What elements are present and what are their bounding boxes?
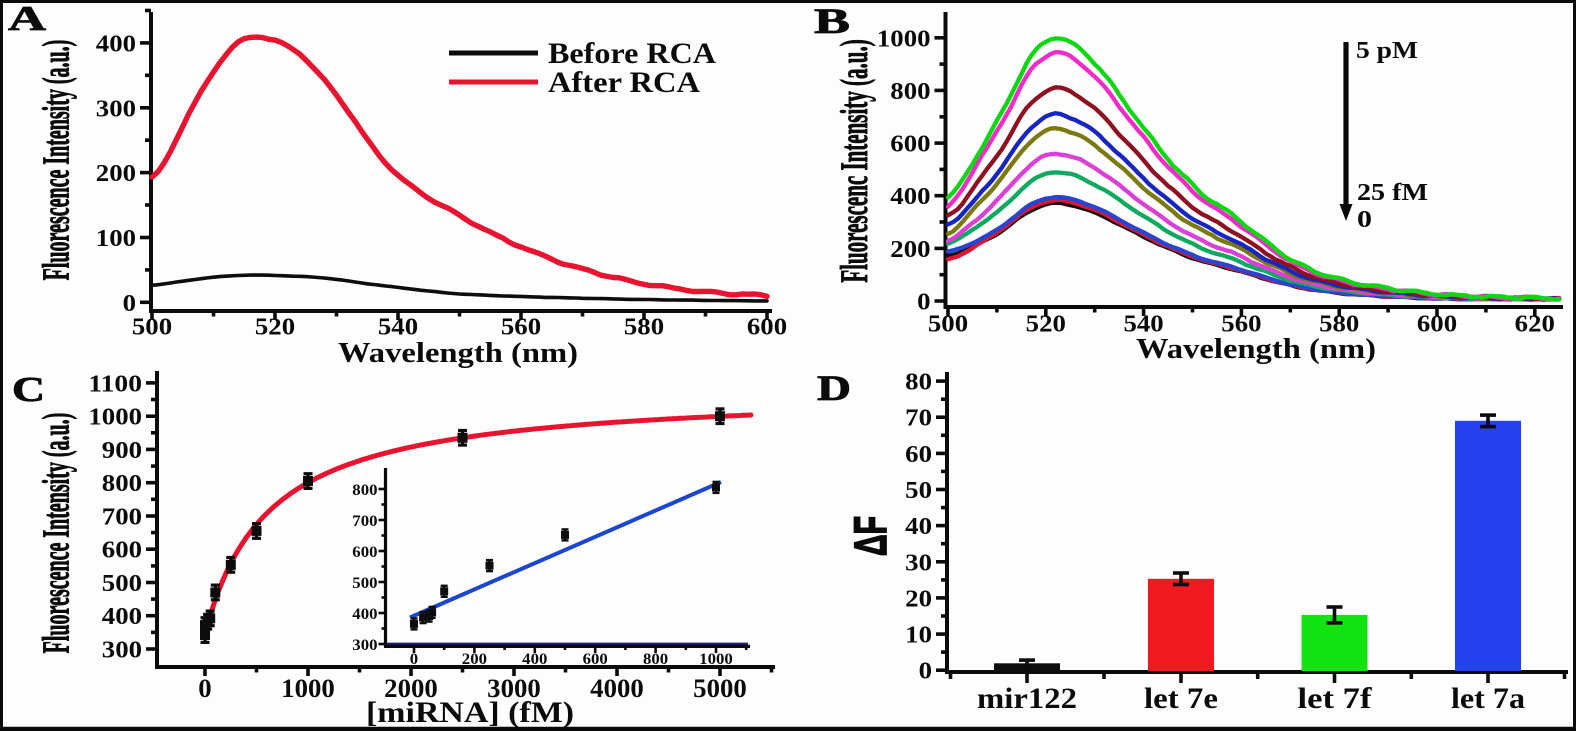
svg-text:620: 620 bbox=[1515, 312, 1555, 338]
svg-text:0: 0 bbox=[917, 290, 930, 316]
svg-text:500: 500 bbox=[928, 312, 968, 338]
svg-text:30: 30 bbox=[905, 550, 932, 576]
svg-text:800: 800 bbox=[352, 482, 377, 499]
svg-text:80: 80 bbox=[905, 370, 932, 396]
svg-text:400: 400 bbox=[352, 606, 377, 623]
svg-text:Wavelength (nm): Wavelength (nm) bbox=[338, 337, 578, 369]
svg-text:Fluorescence Intensity (a.u.): Fluorescence Intensity (a.u.) bbox=[35, 40, 78, 281]
svg-text:520: 520 bbox=[1026, 312, 1066, 338]
svg-text:60: 60 bbox=[905, 442, 932, 468]
svg-text:1000: 1000 bbox=[877, 26, 931, 52]
svg-text:600: 600 bbox=[102, 538, 142, 564]
svg-text:5 pM: 5 pM bbox=[1356, 38, 1418, 64]
svg-text:let 7e: let 7e bbox=[1144, 682, 1218, 715]
svg-text:2000: 2000 bbox=[384, 674, 438, 703]
svg-text:600: 600 bbox=[583, 651, 608, 668]
svg-text:20: 20 bbox=[905, 586, 932, 612]
svg-text:10: 10 bbox=[905, 623, 932, 649]
svg-text:ΔF: ΔF bbox=[846, 516, 897, 556]
svg-text:540: 540 bbox=[378, 315, 418, 341]
svg-text:800: 800 bbox=[890, 79, 930, 105]
svg-text:600: 600 bbox=[352, 544, 377, 561]
svg-text:70: 70 bbox=[905, 406, 932, 432]
svg-text:B: B bbox=[814, 1, 850, 41]
svg-text:300: 300 bbox=[96, 96, 136, 122]
svg-text:let 7a: let 7a bbox=[1451, 682, 1525, 715]
svg-text:560: 560 bbox=[1221, 312, 1261, 338]
svg-text:400: 400 bbox=[96, 31, 136, 57]
svg-text:400: 400 bbox=[890, 184, 930, 210]
svg-text:3000: 3000 bbox=[487, 674, 541, 703]
svg-text:0: 0 bbox=[410, 651, 418, 668]
svg-text:4000: 4000 bbox=[590, 674, 644, 703]
svg-text:100: 100 bbox=[96, 226, 136, 252]
svg-text:1000: 1000 bbox=[88, 405, 142, 431]
svg-text:1000: 1000 bbox=[699, 651, 733, 668]
svg-text:0: 0 bbox=[198, 674, 211, 703]
svg-text:40: 40 bbox=[905, 514, 932, 540]
svg-text:200: 200 bbox=[890, 237, 930, 263]
svg-text:400: 400 bbox=[102, 604, 142, 630]
svg-text:500: 500 bbox=[132, 315, 172, 341]
svg-text:800: 800 bbox=[102, 471, 142, 497]
svg-text:540: 540 bbox=[1124, 312, 1164, 338]
svg-text:[miRNA] (fM): [miRNA] (fM) bbox=[366, 696, 574, 729]
svg-text:A: A bbox=[8, 0, 47, 38]
svg-text:1000: 1000 bbox=[281, 674, 335, 703]
svg-text:800: 800 bbox=[643, 651, 668, 668]
svg-text:560: 560 bbox=[501, 315, 541, 341]
svg-text:25 fM: 25 fM bbox=[1357, 180, 1428, 206]
svg-text:0: 0 bbox=[1357, 207, 1372, 233]
svg-text:5000: 5000 bbox=[693, 674, 747, 703]
svg-text:1100: 1100 bbox=[88, 371, 142, 397]
svg-text:200: 200 bbox=[462, 651, 487, 668]
svg-text:Before RCA: Before RCA bbox=[548, 37, 716, 70]
svg-text:mir122: mir122 bbox=[977, 682, 1077, 715]
svg-text:700: 700 bbox=[102, 505, 142, 531]
svg-text:600: 600 bbox=[890, 132, 930, 158]
svg-text:Fluorescenc Intensity (a.u.): Fluorescenc Intensity (a.u.) bbox=[832, 39, 876, 282]
svg-text:Fluorescence Intensity (a.u.): Fluorescence Intensity (a.u.) bbox=[35, 413, 78, 654]
svg-text:let 7f: let 7f bbox=[1298, 682, 1373, 715]
svg-text:0: 0 bbox=[919, 659, 932, 685]
svg-text:600: 600 bbox=[747, 315, 787, 341]
svg-text:500: 500 bbox=[352, 575, 377, 592]
svg-text:400: 400 bbox=[522, 651, 547, 668]
svg-text:900: 900 bbox=[102, 438, 142, 464]
svg-text:600: 600 bbox=[1417, 312, 1457, 338]
svg-text:300: 300 bbox=[352, 637, 377, 654]
svg-text:0: 0 bbox=[123, 291, 136, 317]
svg-text:D: D bbox=[817, 368, 851, 408]
svg-text:520: 520 bbox=[255, 315, 295, 341]
svg-text:After RCA: After RCA bbox=[548, 66, 700, 99]
svg-text:Wavelength (nm): Wavelength (nm) bbox=[1136, 333, 1376, 365]
svg-text:300: 300 bbox=[102, 638, 142, 664]
svg-text:700: 700 bbox=[352, 513, 377, 530]
svg-text:500: 500 bbox=[102, 571, 142, 597]
svg-text:C: C bbox=[12, 370, 45, 409]
svg-text:50: 50 bbox=[905, 478, 932, 504]
svg-text:580: 580 bbox=[1319, 312, 1359, 338]
svg-text:200: 200 bbox=[96, 161, 136, 187]
svg-text:580: 580 bbox=[624, 315, 664, 341]
